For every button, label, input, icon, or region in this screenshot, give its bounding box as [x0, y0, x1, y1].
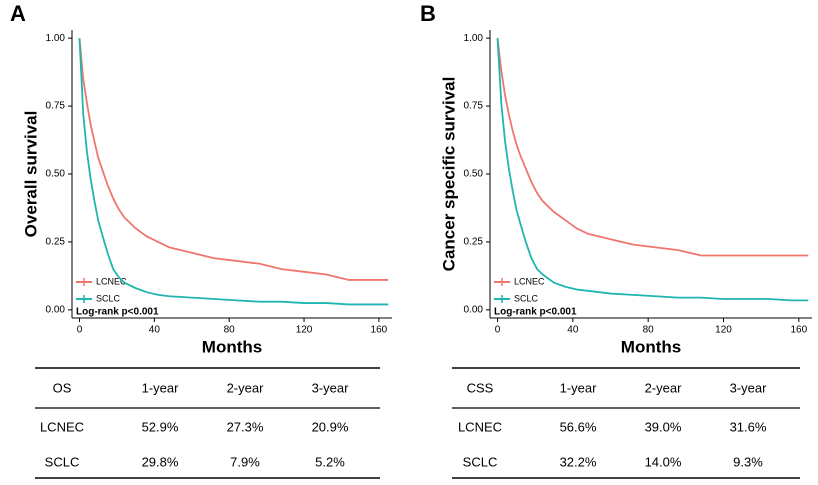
x-tick-label: 160: [790, 325, 807, 336]
y-tick-label: 1.00: [46, 33, 66, 44]
annotation: Log-rank p<0.001: [494, 307, 577, 318]
y-tick-label: 0.00: [46, 304, 66, 315]
table-header: 2-year: [645, 380, 683, 395]
panel-label: A: [10, 1, 26, 26]
y-axis-label: Overall survival: [21, 111, 40, 238]
table-header: OS: [53, 380, 72, 395]
x-tick-label: 40: [149, 325, 161, 336]
table-header: 2-year: [227, 380, 265, 395]
table-cell: 20.9%: [312, 419, 349, 434]
table-cell: SCLC: [45, 454, 80, 469]
y-tick-label: 0.50: [464, 169, 484, 180]
table-cell: 5.2%: [315, 454, 345, 469]
x-tick-label: 0: [495, 325, 501, 336]
x-tick-label: 80: [224, 325, 236, 336]
x-axis-label: Months: [621, 337, 681, 356]
survival-curve: [78, 38, 389, 306]
table-cell: 56.6%: [560, 419, 597, 434]
y-axis-label: Cancer specific survival: [439, 77, 458, 272]
survival-curve: [496, 38, 809, 257]
table-cell: 52.9%: [142, 419, 179, 434]
y-tick-label: 0.75: [46, 101, 66, 112]
table-cell: 31.6%: [730, 419, 767, 434]
table-header: 3-year: [730, 380, 768, 395]
legend-label: LCNEC: [514, 276, 545, 286]
y-tick-label: 0.00: [464, 304, 484, 315]
y-tick-label: 0.50: [46, 169, 66, 180]
table-cell: 7.9%: [230, 454, 260, 469]
y-tick-label: 1.00: [464, 33, 484, 44]
x-tick-label: 160: [371, 325, 388, 336]
table-header: 1-year: [560, 380, 598, 395]
table-header: 3-year: [312, 380, 350, 395]
table-cell: 14.0%: [645, 454, 682, 469]
table-cell: 39.0%: [645, 419, 682, 434]
x-tick-label: 80: [643, 325, 655, 336]
x-tick-label: 120: [715, 325, 732, 336]
y-tick-label: 0.25: [464, 237, 484, 248]
x-tick-label: 120: [296, 325, 313, 336]
table-cell: LCNEC: [40, 419, 84, 434]
x-tick-label: 0: [77, 325, 83, 336]
legend-label: LCNEC: [96, 276, 127, 286]
table-header: CSS: [467, 380, 494, 395]
table-cell: SCLC: [463, 454, 498, 469]
panel-label: B: [420, 1, 436, 26]
table-cell: 27.3%: [227, 419, 264, 434]
table-cell: LCNEC: [458, 419, 502, 434]
x-tick-label: 40: [567, 325, 579, 336]
annotation: Log-rank p<0.001: [76, 307, 159, 318]
table-cell: 32.2%: [560, 454, 597, 469]
legend-label: SCLC: [514, 293, 539, 303]
y-tick-label: 0.75: [464, 101, 484, 112]
survival-curve: [496, 38, 809, 302]
survival-curve: [78, 38, 389, 281]
y-tick-label: 0.25: [46, 237, 66, 248]
x-axis-label: Months: [202, 337, 262, 356]
table-cell: 29.8%: [142, 454, 179, 469]
table-header: 1-year: [142, 380, 180, 395]
legend-label: SCLC: [96, 293, 121, 303]
table-cell: 9.3%: [733, 454, 763, 469]
